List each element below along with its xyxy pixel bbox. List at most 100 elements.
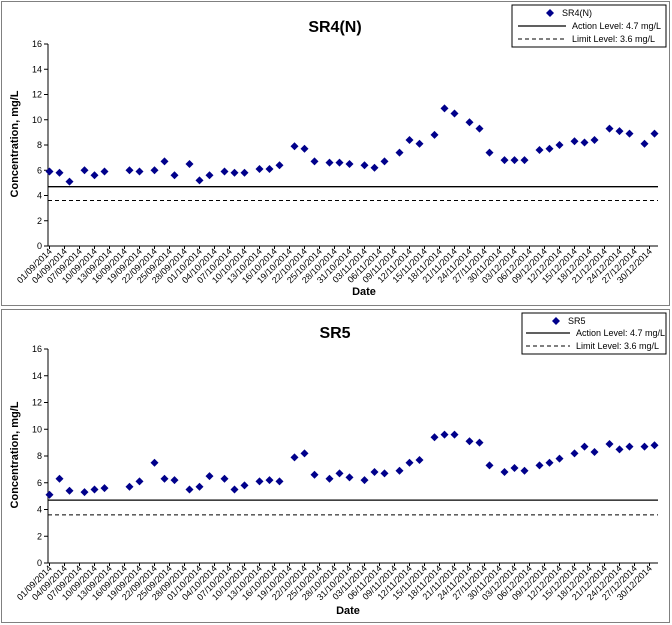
data-point [570, 449, 579, 458]
data-point [325, 158, 334, 167]
data-point [440, 430, 449, 439]
data-point [125, 166, 134, 175]
data-point [170, 171, 179, 180]
data-point [605, 124, 614, 133]
y-tick-label: 2 [37, 531, 42, 541]
y-tick-label: 12 [32, 398, 42, 408]
data-point [265, 476, 274, 485]
data-point [90, 171, 99, 180]
data-point [580, 138, 589, 147]
data-point [275, 477, 284, 486]
data-point [415, 139, 424, 148]
data-point [100, 484, 109, 493]
data-point [125, 482, 134, 491]
data-point [240, 168, 249, 177]
data-point [255, 477, 264, 486]
data-point [370, 468, 379, 477]
data-point [300, 449, 309, 458]
chart-title: SR4(N) [308, 19, 361, 36]
data-point [205, 472, 214, 481]
y-tick-label: 14 [32, 64, 42, 74]
data-point [535, 146, 544, 155]
data-point [150, 458, 159, 467]
chart-marks: 024681012141601/09/201404/09/201407/09/2… [15, 39, 659, 285]
data-point [465, 118, 474, 127]
data-point [90, 485, 99, 494]
data-point [290, 142, 299, 151]
data-point [580, 442, 589, 451]
data-point [395, 148, 404, 157]
x-axis-label: Date [352, 286, 376, 298]
data-point [640, 442, 649, 451]
y-tick-label: 8 [37, 140, 42, 150]
data-point [440, 104, 449, 113]
legend-marker-icon [546, 9, 554, 17]
y-tick-label: 6 [37, 478, 42, 488]
data-point [300, 144, 309, 153]
data-point [380, 469, 389, 478]
data-point [230, 168, 239, 177]
data-point [520, 466, 529, 475]
data-point [450, 430, 459, 439]
legend-series-label: SR4(N) [562, 8, 592, 18]
data-point [45, 490, 54, 499]
data-point [310, 157, 319, 166]
y-tick-label: 12 [32, 90, 42, 100]
data-point [45, 167, 54, 176]
data-point [240, 481, 249, 490]
y-tick-label: 10 [32, 115, 42, 125]
data-point [510, 464, 519, 473]
data-point [360, 476, 369, 485]
data-point [255, 164, 264, 173]
data-point [545, 144, 554, 153]
y-tick-label: 16 [32, 39, 42, 49]
data-point [535, 461, 544, 470]
data-point [80, 488, 89, 497]
data-point [290, 453, 299, 462]
data-point [265, 164, 274, 173]
data-point [640, 139, 649, 148]
data-point [360, 161, 369, 170]
data-point [415, 456, 424, 465]
data-point [370, 163, 379, 172]
data-point [160, 474, 169, 483]
chart-marks: 024681012141601/09/201404/09/201407/09/2… [15, 344, 659, 602]
data-point [405, 135, 414, 144]
data-point [475, 438, 484, 447]
data-point [345, 159, 354, 168]
data-point [450, 109, 459, 118]
y-tick-label: 0 [37, 241, 42, 251]
data-point [220, 167, 229, 176]
y-tick-label: 6 [37, 165, 42, 175]
data-point [345, 473, 354, 482]
legend-action-label: Action Level: 4.7 mg/L [572, 21, 661, 31]
data-point [55, 474, 64, 483]
data-point [650, 129, 659, 138]
data-point [275, 161, 284, 170]
data-point [335, 469, 344, 478]
data-point [430, 433, 439, 442]
y-tick-label: 16 [32, 344, 42, 354]
y-tick-label: 14 [32, 371, 42, 381]
data-point [205, 171, 214, 180]
data-point [100, 167, 109, 176]
chart-svg: SR4(N) SR4(N) Action Level: 4.7 mg/L Lim… [9, 4, 667, 298]
data-point [230, 485, 239, 494]
data-point [195, 176, 204, 185]
y-axis-label: Concentration, mg/L [9, 401, 21, 508]
data-point [510, 156, 519, 165]
data-point [615, 127, 624, 136]
data-point [65, 486, 74, 495]
legend-limit-label: Limit Level: 3.6 mg/L [572, 34, 655, 44]
data-point [380, 157, 389, 166]
data-point [475, 124, 484, 133]
chart-panel-sr5: SR5 SR5 Action Level: 4.7 mg/L Limit Lev… [1, 309, 670, 623]
data-point [570, 137, 579, 146]
data-point [325, 474, 334, 483]
data-point [625, 129, 634, 138]
data-point [150, 166, 159, 175]
data-point [500, 156, 509, 165]
data-point [615, 445, 624, 454]
chart-title: SR5 [319, 325, 350, 342]
data-point [625, 442, 634, 451]
